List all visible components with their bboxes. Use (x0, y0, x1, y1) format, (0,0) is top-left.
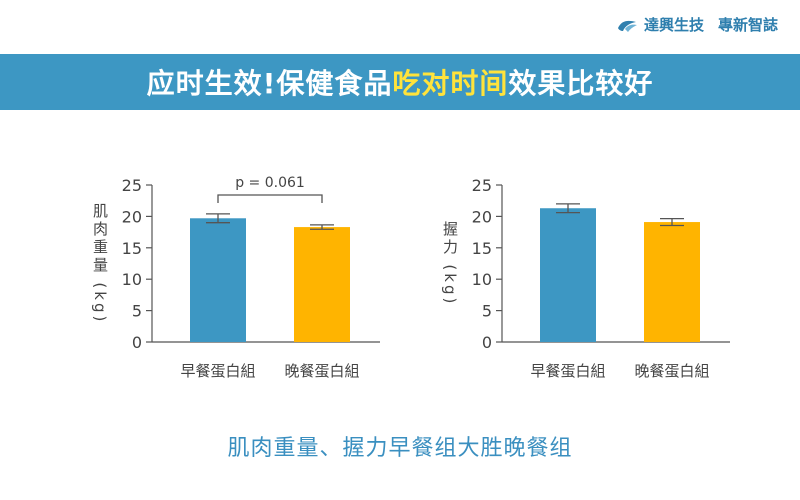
title-banner: 应时生效!保健食品吃对时间效果比较好 (0, 54, 800, 110)
brand-tag: 專新智誌 (717, 16, 778, 34)
x-tick-label: 晚餐蛋白組 (284, 362, 359, 380)
y-tick-label: 15 (472, 239, 492, 258)
y-axis-label: 肌肉重量 (kg) (91, 203, 109, 325)
brand: 達興生技 專新智誌 (616, 14, 778, 35)
y-tick-label: 20 (472, 207, 492, 226)
x-tick-label: 晚餐蛋白組 (634, 362, 709, 380)
footer-caption: 肌肉重量、握力早餐组大胜晚餐组 (227, 436, 573, 461)
p-value-annotation: p = 0.061 (235, 175, 305, 191)
y-tick-label: 10 (122, 270, 142, 289)
y-tick-label: 25 (472, 176, 492, 195)
bar (540, 208, 596, 342)
bar (190, 218, 246, 342)
y-axis-label: 握力 (kg) (441, 221, 459, 307)
banner-title-pre: 应时生效!保健食品 (146, 67, 393, 100)
x-tick-label: 早餐蛋白組 (180, 362, 255, 380)
y-tick-label: 10 (472, 270, 492, 289)
y-tick-label: 20 (122, 207, 142, 226)
significance-bracket (217, 194, 323, 203)
x-tick-label: 早餐蛋白組 (530, 362, 605, 380)
y-tick-label: 25 (122, 176, 142, 195)
banner-title: 应时生效!保健食品吃对时间效果比较好 (147, 62, 654, 102)
y-tick-label: 5 (482, 302, 492, 321)
bar (644, 222, 700, 342)
banner-title-post: 效果比较好 (508, 67, 654, 100)
chart-muscle-weight: 0 5 10 15 20 25 肌肉重量 (kg) 早餐蛋白組 晚餐蛋白組 p = 0.061 (91, 175, 380, 380)
y-tick-label: 0 (482, 333, 492, 352)
banner-title-highlight: 吃对时间 (392, 67, 509, 100)
brand-name: 達興生技 (643, 16, 704, 34)
y-tick-label: 5 (132, 302, 142, 321)
bar (294, 227, 350, 342)
y-tick-label: 15 (122, 239, 142, 258)
y-tick-label: 0 (132, 333, 142, 352)
chart-grip-strength: 0 5 10 15 20 25 握力 (kg) 早餐蛋白組 晚餐蛋白組 (441, 176, 730, 380)
wave-logo-icon (617, 20, 637, 32)
